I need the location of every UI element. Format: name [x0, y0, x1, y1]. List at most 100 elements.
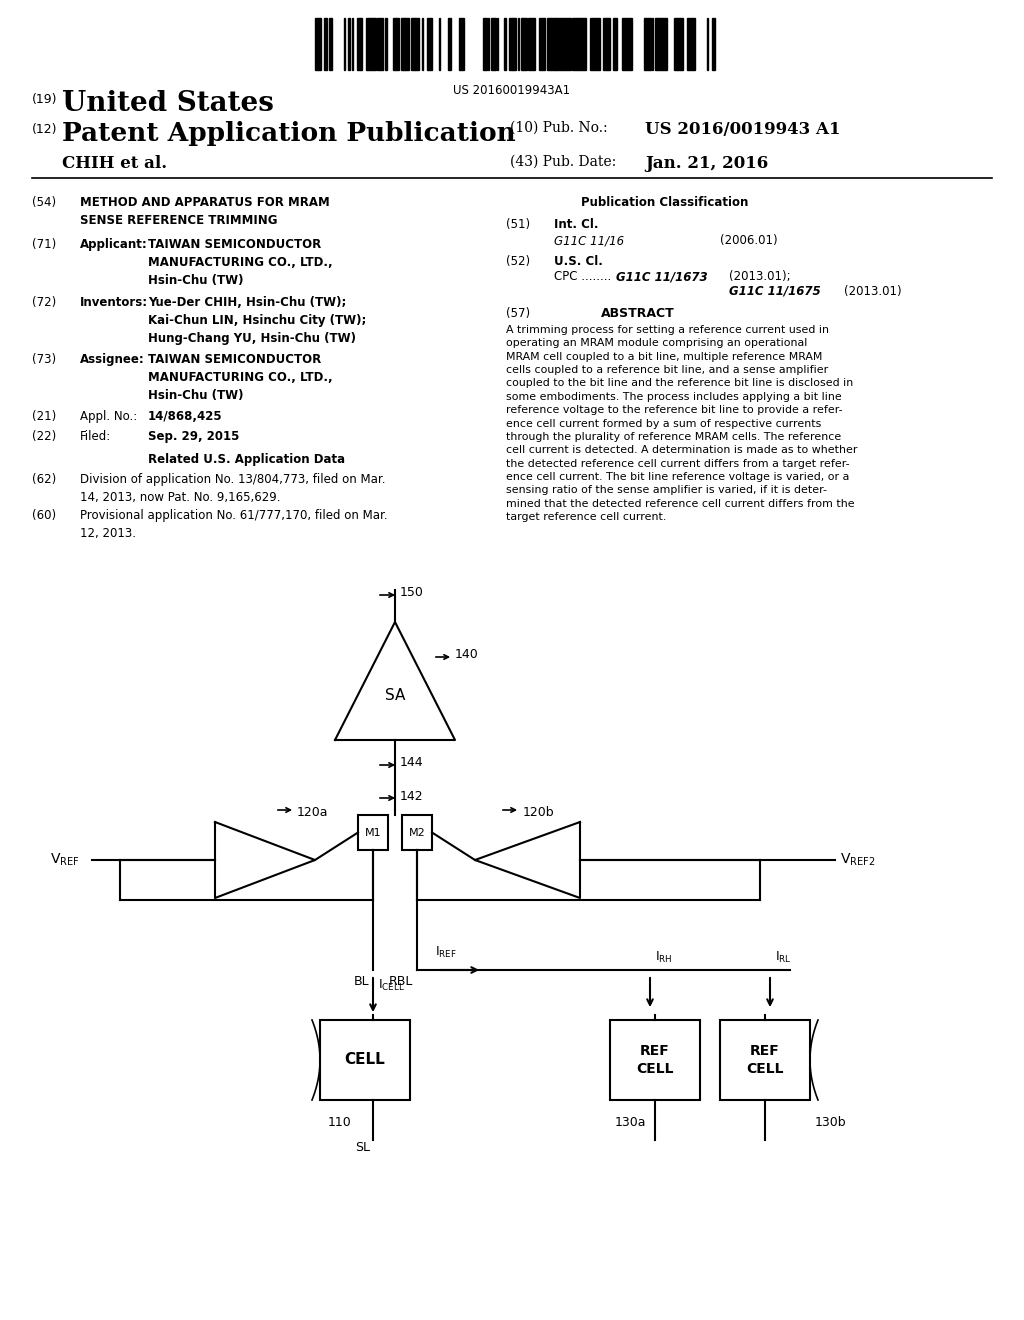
Text: CELL: CELL [345, 1052, 385, 1068]
Bar [401, 18, 403, 70]
Text: ABSTRACT: ABSTRACT [601, 308, 675, 319]
Text: (60): (60) [32, 510, 56, 521]
Bar [430, 18, 432, 70]
Bar [329, 18, 332, 70]
Text: U.S. Cl.: U.S. Cl. [554, 255, 603, 268]
Text: (19): (19) [32, 92, 57, 106]
Bar [648, 18, 650, 70]
Bar [720, 1020, 810, 1100]
Bar [663, 18, 665, 70]
Polygon shape [475, 822, 580, 898]
Text: 150: 150 [400, 586, 424, 599]
Text: (71): (71) [32, 238, 56, 251]
Text: BL: BL [353, 975, 369, 987]
Bar [603, 18, 607, 70]
Text: 144: 144 [400, 756, 424, 770]
Text: (2013.01);: (2013.01); [729, 271, 791, 282]
Text: (12): (12) [32, 123, 57, 136]
Bar [693, 18, 695, 70]
Bar [449, 18, 451, 70]
Bar [315, 18, 318, 70]
Bar [592, 18, 596, 70]
Bar [564, 18, 568, 70]
Bar [557, 18, 560, 70]
Bar [393, 18, 396, 70]
Bar [371, 18, 373, 70]
Bar [406, 18, 409, 70]
Bar [528, 18, 530, 70]
Bar [580, 18, 583, 70]
Text: Applicant:: Applicant: [80, 238, 147, 251]
Text: (2013.01): (2013.01) [844, 285, 901, 298]
Bar [373, 18, 375, 70]
Bar [319, 18, 321, 70]
Text: METHOD AND APPARATUS FOR MRAM
SENSE REFERENCE TRIMMING: METHOD AND APPARATUS FOR MRAM SENSE REFE… [80, 195, 330, 227]
Bar [551, 18, 555, 70]
Bar [348, 18, 350, 70]
Text: G11C 11/16: G11C 11/16 [554, 234, 624, 247]
Text: Division of application No. 13/804,773, filed on Mar.
14, 2013, now Pat. No. 9,1: Division of application No. 13/804,773, … [80, 473, 385, 504]
Text: $\mathregular{V_{REF2}}$: $\mathregular{V_{REF2}}$ [840, 851, 876, 869]
Bar [665, 18, 667, 70]
Text: CHIH et al.: CHIH et al. [62, 154, 167, 172]
Bar [590, 18, 592, 70]
Text: CPC ........: CPC ........ [554, 271, 611, 282]
Bar [523, 18, 525, 70]
Bar [396, 18, 399, 70]
Bar [319, 1020, 410, 1100]
Text: TAIWAN SEMICONDUCTOR
MANUFACTURING CO., LTD.,
Hsin-Chu (TW): TAIWAN SEMICONDUCTOR MANUFACTURING CO., … [148, 238, 333, 286]
Bar [504, 18, 506, 70]
Text: RBL: RBL [389, 975, 413, 987]
Text: REF
CELL: REF CELL [636, 1044, 674, 1076]
Bar [357, 18, 360, 70]
Bar [610, 1020, 700, 1100]
Bar [613, 18, 617, 70]
Text: A trimming process for setting a reference current used in
operating an MRAM mod: A trimming process for setting a referen… [506, 325, 857, 521]
Bar [712, 18, 715, 70]
Bar [534, 18, 535, 70]
Text: (22): (22) [32, 430, 56, 444]
Text: Provisional application No. 61/777,170, filed on Mar.
12, 2013.: Provisional application No. 61/777,170, … [80, 510, 388, 540]
Bar [411, 18, 414, 70]
Bar [385, 18, 387, 70]
Text: $\mathregular{I_{REF}}$: $\mathregular{I_{REF}}$ [435, 945, 457, 960]
Text: 130b: 130b [815, 1115, 847, 1129]
Text: (43) Pub. Date:: (43) Pub. Date: [510, 154, 616, 169]
Bar [490, 18, 495, 70]
Bar [428, 18, 430, 70]
Bar [483, 18, 487, 70]
Text: $\mathregular{I_{RH}}$: $\mathregular{I_{RH}}$ [655, 950, 673, 965]
Bar [623, 18, 626, 70]
Text: (10) Pub. No.:: (10) Pub. No.: [510, 121, 607, 135]
Bar [680, 18, 683, 70]
Text: (62): (62) [32, 473, 56, 486]
Bar [402, 814, 432, 850]
Text: (54): (54) [32, 195, 56, 209]
Bar [583, 18, 586, 70]
Text: 130a: 130a [615, 1115, 646, 1129]
Text: Assignee:: Assignee: [80, 352, 144, 366]
Text: Jan. 21, 2016: Jan. 21, 2016 [645, 154, 768, 172]
Bar [689, 18, 693, 70]
Bar [629, 18, 632, 70]
Bar [542, 18, 545, 70]
Bar [547, 18, 551, 70]
Bar [656, 18, 658, 70]
Text: Related U.S. Application Data: Related U.S. Application Data [148, 453, 345, 466]
Bar [608, 18, 610, 70]
Text: 120b: 120b [523, 805, 555, 818]
Text: Int. Cl.: Int. Cl. [554, 218, 598, 231]
Text: 140: 140 [455, 648, 479, 661]
Text: (51): (51) [506, 218, 530, 231]
Bar [403, 18, 406, 70]
Text: US 2016/0019943 A1: US 2016/0019943 A1 [645, 121, 841, 139]
Text: Inventors:: Inventors: [80, 296, 148, 309]
Bar [415, 18, 419, 70]
Text: $\mathregular{I_{CELL}}$: $\mathregular{I_{CELL}}$ [378, 977, 406, 993]
Polygon shape [215, 822, 315, 898]
Text: (52): (52) [506, 255, 530, 268]
Bar [658, 18, 662, 70]
Text: Filed:: Filed: [80, 430, 112, 444]
Bar [596, 18, 600, 70]
Text: SA: SA [385, 688, 406, 702]
